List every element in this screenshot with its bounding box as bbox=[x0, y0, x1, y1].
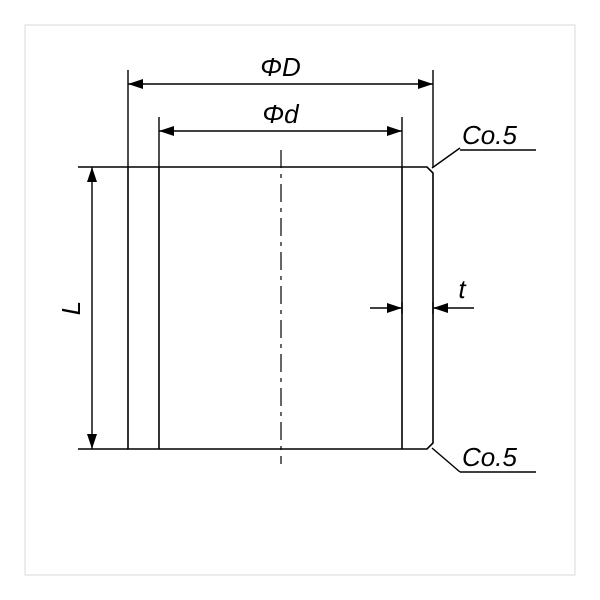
callout-leader-top bbox=[432, 148, 460, 168]
dim-label-D: ΦD bbox=[260, 52, 301, 82]
callout-label-bottom: Co.5 bbox=[462, 442, 517, 472]
callout-label-top: Co.5 bbox=[462, 120, 517, 150]
dim-label-L: L bbox=[56, 301, 86, 315]
technical-drawing: ΦD Φd Lt Co.5 Co.5 bbox=[0, 0, 600, 600]
image-border bbox=[25, 25, 575, 575]
callout-leader-bottom bbox=[432, 448, 460, 472]
dim-label-t: t bbox=[458, 274, 467, 304]
dim-label-d: Φd bbox=[262, 99, 300, 129]
